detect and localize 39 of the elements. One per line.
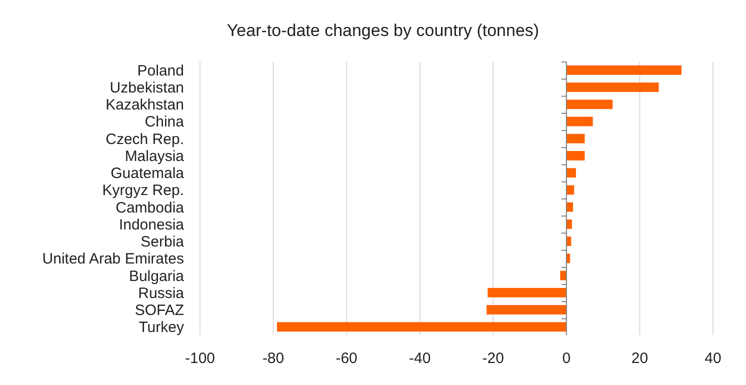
- bar: [566, 134, 585, 144]
- bar: [486, 305, 566, 314]
- bar: [566, 151, 585, 160]
- y-tick-label: SOFAZ: [134, 302, 184, 320]
- bar: [566, 100, 613, 110]
- bar: [276, 322, 566, 332]
- y-tick-label: Poland: [137, 62, 184, 80]
- y-tick-label: Russia: [138, 284, 185, 302]
- y-tick-label: Kyrgyz Rep.: [102, 182, 184, 200]
- x-tick-label: -20: [482, 350, 504, 367]
- bar: [566, 168, 576, 178]
- bar: [488, 288, 566, 298]
- y-tick-label: Uzbekistan: [110, 79, 184, 96]
- y-tick-label: Guatemala: [110, 165, 185, 182]
- chart-title: Year-to-date changes by country (tonnes): [226, 21, 540, 40]
- y-tick-label: United Arab Emirates: [42, 250, 184, 268]
- y-tick-label: Cambodia: [116, 199, 185, 216]
- x-tick-label: -100: [184, 350, 216, 367]
- y-tick-label: Kazakhstan: [106, 96, 184, 114]
- x-tick-label: -80: [262, 350, 284, 367]
- y-tick-label: Bulgaria: [128, 268, 185, 285]
- bar: [566, 65, 682, 75]
- x-tick-label: -60: [336, 350, 358, 367]
- bar: [566, 219, 572, 229]
- x-tick-label: 40: [704, 350, 722, 367]
- bar: [566, 116, 593, 126]
- bar: [566, 185, 574, 195]
- bar: [566, 82, 659, 92]
- y-tick-label: Serbia: [140, 234, 185, 251]
- x-tick-label: 20: [631, 350, 648, 367]
- y-tick-label: Czech Rep.: [106, 130, 184, 148]
- x-tick-label: -40: [409, 350, 431, 367]
- y-tick-label: Turkey: [138, 319, 184, 336]
- bar: [560, 270, 566, 280]
- y-tick-label: Malaysia: [124, 148, 185, 165]
- y-tick-label: Indonesia: [118, 216, 185, 234]
- x-tick-label: 0: [562, 350, 571, 367]
- y-tick-label: China: [144, 114, 185, 131]
- bar: [566, 202, 574, 212]
